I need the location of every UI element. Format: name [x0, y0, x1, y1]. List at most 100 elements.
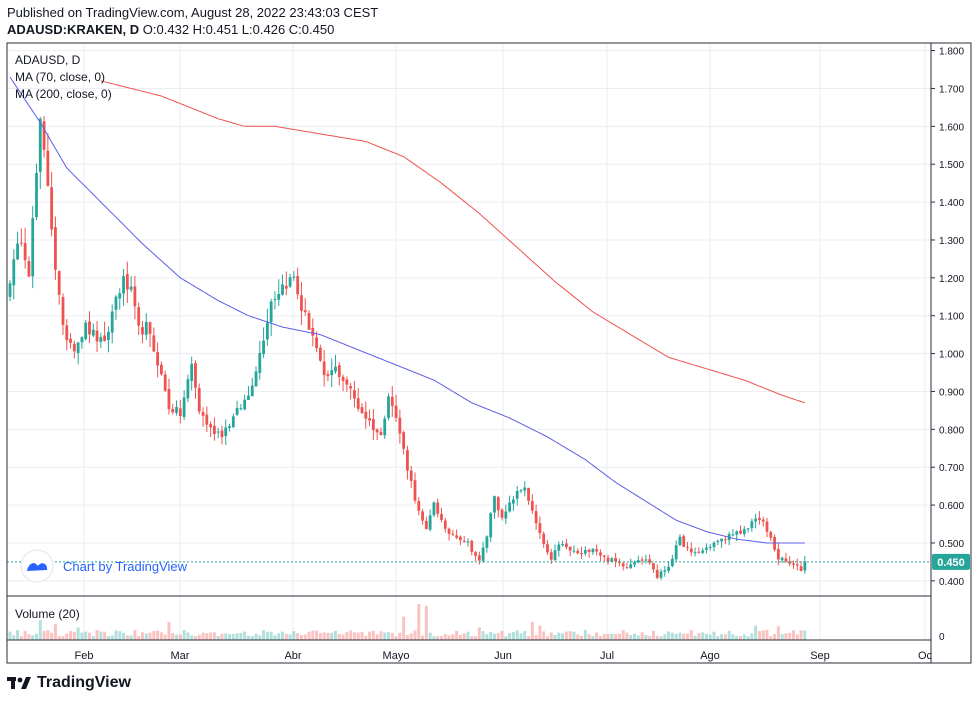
candle-body — [523, 487, 527, 491]
candle-body — [194, 363, 197, 388]
volume-bar — [254, 633, 258, 640]
candle-body — [527, 487, 530, 501]
candle-body — [515, 490, 519, 499]
candle-body — [118, 293, 122, 299]
candle-body — [353, 390, 356, 399]
candle-body — [23, 243, 27, 261]
volume-bar — [80, 632, 84, 640]
tradingview-brand: TradingView — [37, 674, 131, 691]
candle-body — [708, 546, 712, 548]
volume-bar — [84, 631, 88, 640]
candle-body — [76, 342, 80, 354]
tradingview-watermark[interactable]: Chart by TradingView — [20, 549, 188, 583]
candle-body — [31, 218, 35, 277]
candle-body — [99, 337, 103, 342]
volume-bar — [224, 633, 228, 640]
candle-body — [368, 418, 371, 421]
volume-bar — [485, 634, 489, 640]
price-tick-label: 1.600 — [939, 122, 964, 133]
candle-body — [19, 242, 23, 244]
volume-bar — [773, 634, 777, 640]
candle-body — [788, 561, 792, 564]
volume-bar — [723, 634, 727, 640]
volume-bar — [564, 631, 568, 640]
ma70-line — [9, 76, 805, 544]
volume-bar — [474, 636, 478, 640]
candle-body — [512, 499, 515, 504]
volume-bar — [118, 631, 122, 640]
candle-body — [701, 550, 705, 553]
candle-body — [409, 470, 413, 481]
time-tick-label: Ago — [700, 650, 720, 662]
candle-body — [655, 569, 659, 578]
volume-bar — [186, 632, 190, 640]
volume-bar — [402, 616, 406, 640]
volume-bar — [704, 633, 708, 640]
price-tick-label: 0.600 — [939, 501, 964, 512]
volume-bar — [368, 631, 372, 640]
volume-bar — [212, 632, 216, 640]
volume-bar — [8, 631, 12, 640]
volume-bar — [69, 631, 73, 640]
candle-body — [114, 296, 118, 310]
candle-body — [269, 301, 273, 323]
volume-bar — [621, 630, 625, 640]
volume-bar — [387, 632, 390, 640]
candle-body — [390, 396, 394, 406]
volume-bar — [205, 633, 209, 640]
candle-body — [163, 374, 167, 391]
volume-bar — [542, 631, 546, 640]
volume-bar — [470, 636, 474, 640]
volume-bar — [50, 632, 54, 640]
candle-body — [742, 529, 746, 535]
volume-bar — [129, 635, 133, 640]
volume-bar — [477, 627, 481, 640]
volume-bar — [750, 633, 754, 640]
candle-body — [95, 330, 99, 342]
volume-bar — [568, 631, 572, 640]
volume-bar — [216, 635, 220, 640]
candle-body — [799, 566, 803, 572]
price-tick-label: 0.700 — [939, 463, 964, 474]
volume-bar — [103, 631, 107, 640]
watermark-text: Chart by TradingView — [63, 559, 188, 574]
candle-body — [428, 515, 432, 530]
volume-bar — [682, 633, 686, 640]
candle-body — [387, 396, 390, 418]
volume-bar — [655, 635, 659, 640]
volume-bar — [549, 632, 553, 640]
candle-body — [697, 551, 701, 553]
candle-body — [224, 427, 228, 437]
volume-bar — [114, 630, 118, 640]
volume-bar — [432, 636, 436, 640]
volume-bar — [292, 631, 296, 640]
candle-body — [493, 496, 496, 513]
volume-bar — [614, 634, 618, 640]
candle-body — [284, 285, 288, 289]
volume-bar — [65, 633, 69, 640]
volume-bar — [61, 636, 65, 640]
candle-body — [705, 547, 708, 550]
volume-bar — [383, 632, 387, 640]
volume-bar — [190, 635, 194, 640]
volume-bar — [175, 634, 179, 640]
volume-bar — [269, 631, 273, 640]
volume-bar — [27, 634, 31, 640]
candle-body — [496, 497, 500, 511]
candle-body — [364, 411, 368, 419]
volume-bar — [209, 632, 213, 640]
candle-body — [758, 517, 761, 521]
volume-bar — [72, 631, 76, 640]
volume-bar — [788, 632, 792, 640]
candle-body — [557, 544, 561, 551]
time-tick-label: Jun — [494, 650, 512, 662]
tradingview-logo[interactable]: TradingView — [7, 674, 131, 692]
candle-body — [141, 327, 144, 335]
volume-bar — [42, 630, 46, 640]
candlesticks — [8, 115, 807, 580]
candle-body — [156, 352, 160, 366]
candle-body — [716, 540, 720, 542]
candle-body — [311, 328, 315, 336]
volume-bar — [246, 635, 250, 640]
